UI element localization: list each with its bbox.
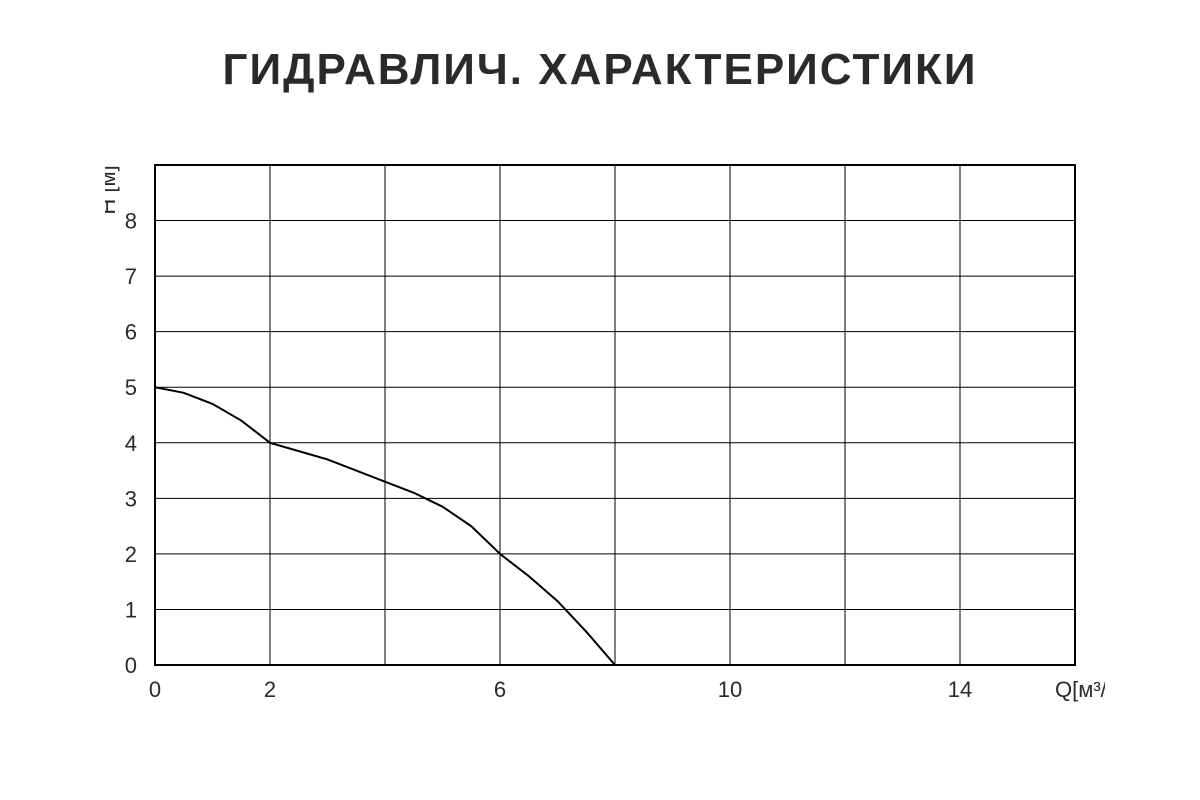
svg-text:7: 7 xyxy=(125,264,137,289)
svg-text:0: 0 xyxy=(125,653,137,678)
svg-text:10: 10 xyxy=(718,677,742,702)
svg-text:8: 8 xyxy=(125,209,137,234)
svg-text:2: 2 xyxy=(125,542,137,567)
svg-text:0: 0 xyxy=(149,677,161,702)
svg-text:3: 3 xyxy=(125,486,137,511)
svg-text:2: 2 xyxy=(264,677,276,702)
svg-text:1: 1 xyxy=(125,597,137,622)
y-axis-label: H [м] xyxy=(105,165,120,214)
svg-text:4: 4 xyxy=(125,431,137,456)
x-axis-label: Q[м³/ч] xyxy=(1055,677,1105,702)
chart-title: ГИДРАВЛИЧ. ХАРАКТЕРИСТИКИ xyxy=(0,45,1200,95)
hydraulic-chart: 0 2 6 10 14 0 1 2 3 4 5 6 7 8 H [м] Q[м³/ч] xyxy=(105,155,1105,735)
svg-text:6: 6 xyxy=(494,677,506,702)
svg-text:6: 6 xyxy=(125,320,137,345)
svg-text:5: 5 xyxy=(125,375,137,400)
svg-text:14: 14 xyxy=(948,677,972,702)
chart-svg: 0 2 6 10 14 0 1 2 3 4 5 6 7 8 H [м] Q[м³/ч] xyxy=(105,155,1105,735)
